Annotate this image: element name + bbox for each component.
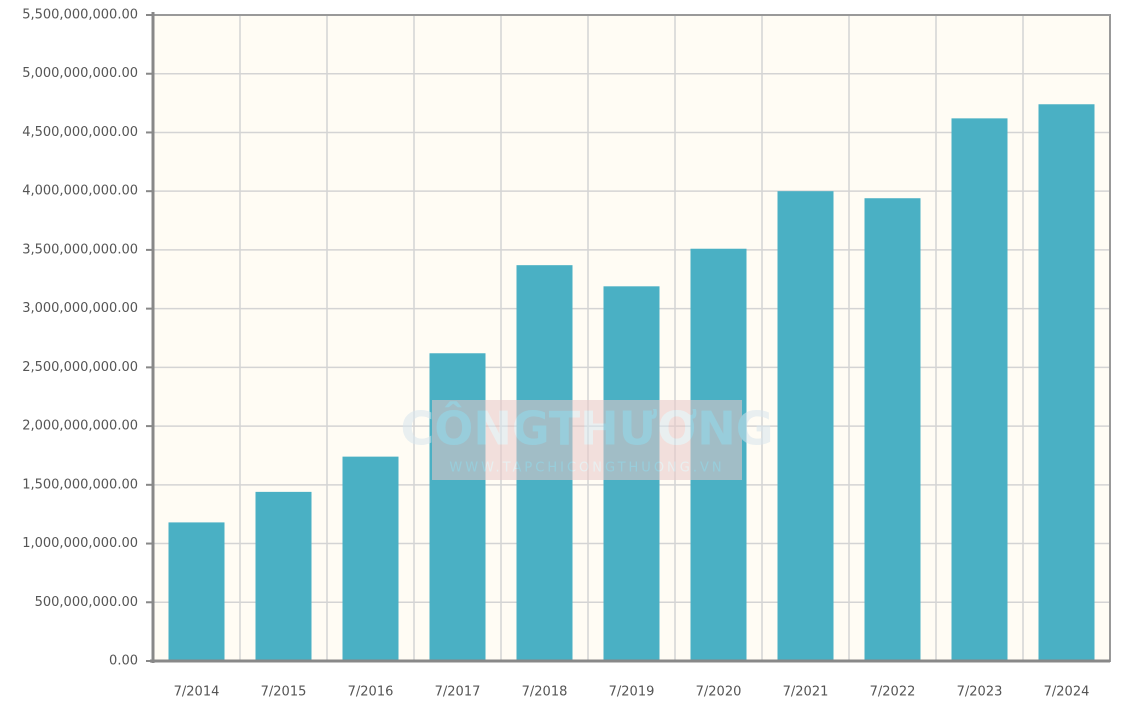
y-tick-label: 4,500,000,000.00 <box>22 125 138 140</box>
bars <box>168 104 1095 662</box>
y-tick-label: 1,500,000,000.00 <box>22 477 138 492</box>
y-tick-label: 500,000,000.00 <box>35 595 138 610</box>
x-tick-label: 7/2015 <box>261 685 307 700</box>
y-tick-label: 3,500,000,000.00 <box>22 242 138 257</box>
x-tick-label: 7/2018 <box>522 685 568 700</box>
watermark-title: CÔNGTHƯƠNG <box>400 402 773 456</box>
x-tick-label: 7/2023 <box>957 685 1003 700</box>
x-tick-label: 7/2014 <box>174 685 220 700</box>
watermark: CÔNGTHƯƠNG WWW.TAPCHICONGTHUONG.VN <box>400 400 774 480</box>
x-tick-label: 7/2022 <box>870 685 916 700</box>
watermark-box <box>432 400 742 480</box>
labels: 0.00 500,000,000.00 1,000,000,000.00 1,500,… <box>22 8 1089 700</box>
y-tick-label: 2,000,000,000.00 <box>22 419 138 434</box>
y-tick-label: 2,500,000,000.00 <box>22 360 138 375</box>
x-tick-label: 7/2020 <box>696 685 742 700</box>
bar <box>255 491 312 661</box>
watermark-url: WWW.TAPCHICONGTHUONG.VN <box>449 461 724 476</box>
bar <box>777 191 834 661</box>
x-tick-label: 7/2024 <box>1044 685 1090 700</box>
y-tick-label: 4,000,000,000.00 <box>22 184 138 199</box>
x-tick-label: 7/2017 <box>435 685 481 700</box>
y-tick-label: 5,500,000,000.00 <box>22 8 138 23</box>
bar <box>951 118 1008 662</box>
bar <box>429 353 486 661</box>
x-tick-label: 7/2019 <box>609 685 655 700</box>
x-tick-label: 7/2016 <box>348 685 394 700</box>
bar <box>168 522 225 661</box>
x-tick-label: 7/2021 <box>783 685 829 700</box>
grid <box>153 14 1110 662</box>
y-tick-label: 5,000,000,000.00 <box>22 66 138 81</box>
bar <box>864 198 921 661</box>
y-tick-label: 1,000,000,000.00 <box>22 536 138 551</box>
bar <box>1038 104 1095 662</box>
y-tick-label: 0.00 <box>109 654 138 669</box>
y-tick-label: 3,000,000,000.00 <box>22 301 138 316</box>
bar <box>342 456 399 661</box>
